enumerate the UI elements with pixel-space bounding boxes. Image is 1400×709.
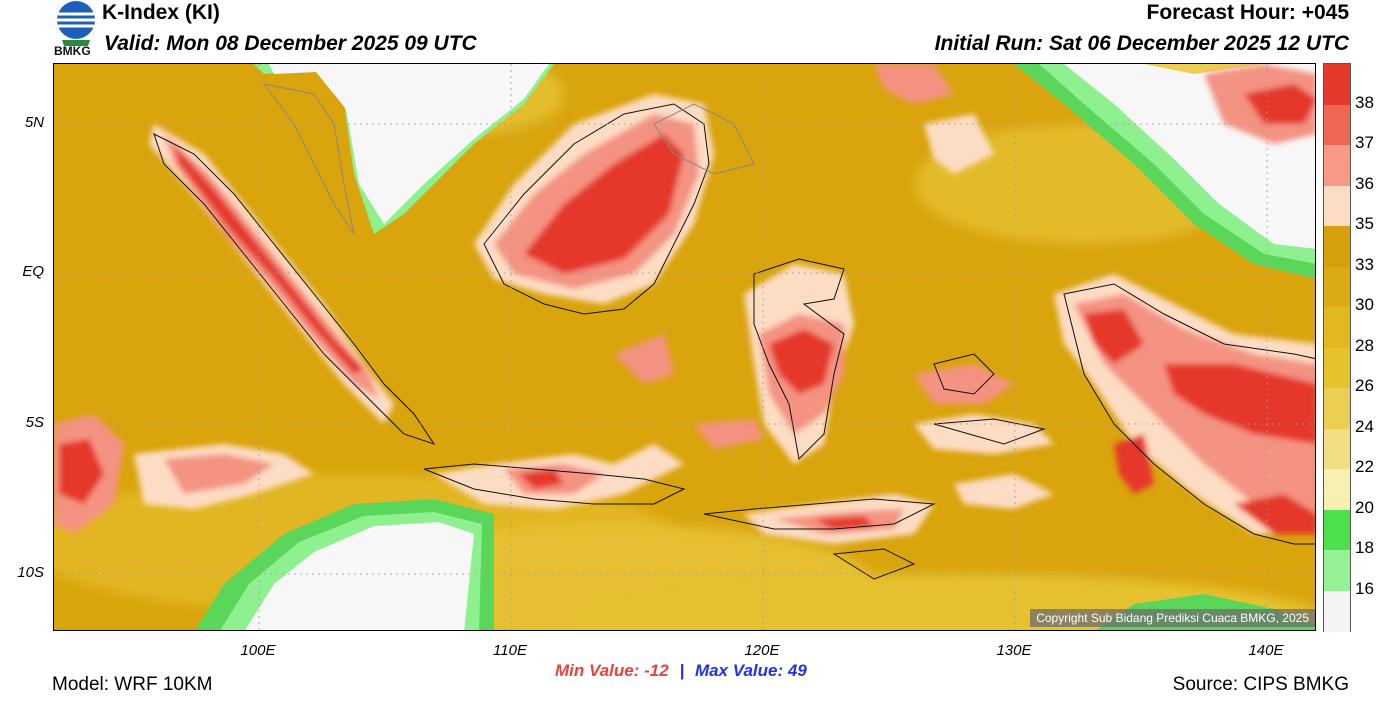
lon-label-130e: 130E xyxy=(996,642,1032,659)
min-value-label: Min Value: xyxy=(555,661,640,680)
lat-label-10s: 10S xyxy=(17,564,44,581)
lon-label-100e: 100E xyxy=(240,642,276,659)
colorbar-segment xyxy=(1324,64,1350,105)
coastlines xyxy=(153,83,1315,580)
lon-label-120e: 120E xyxy=(744,642,780,659)
colorbar-label: 18 xyxy=(1355,538,1374,557)
colorbar-segment xyxy=(1324,347,1350,389)
colorbar-segment xyxy=(1324,388,1350,429)
lon-label-110e: 110E xyxy=(493,642,527,659)
lat-label-5n: 5N xyxy=(24,114,44,131)
colorbar-segment xyxy=(1324,428,1350,470)
colorbar-label: 26 xyxy=(1355,376,1374,395)
colorbar-segment xyxy=(1324,185,1350,227)
map-title: K-Index (KI) xyxy=(102,1,220,24)
bmkg-logo: BMKG xyxy=(52,0,100,60)
colorbar-segment xyxy=(1324,509,1350,551)
colorbar-label: 28 xyxy=(1355,335,1374,355)
colorbar-segment xyxy=(1324,590,1350,632)
colorbar-label: 38 xyxy=(1355,92,1374,112)
colorbar-label: 33 xyxy=(1355,254,1374,274)
k-index-high-areas xyxy=(54,64,1315,544)
data-source: Source: CIPS BMKG xyxy=(1172,674,1349,695)
colorbar-label: 35 xyxy=(1355,214,1374,233)
map-canvas xyxy=(54,64,1315,630)
colorbar-label: 36 xyxy=(1355,173,1374,193)
colorbar-segment xyxy=(1324,307,1350,348)
colorbar-segment xyxy=(1324,469,1350,510)
colorbar-segment xyxy=(1324,226,1350,267)
graticule xyxy=(54,64,1315,630)
colorbar-label: 22 xyxy=(1355,457,1374,476)
colorbar-segment xyxy=(1324,145,1350,186)
lat-label-5s: 5S xyxy=(25,414,44,431)
colorbar-segment xyxy=(1324,550,1350,591)
colorbar-segment xyxy=(1324,104,1350,146)
forecast-hour: Forecast Hour: +045 xyxy=(1146,1,1350,24)
max-value-label: Max Value: xyxy=(694,661,784,680)
map-copyright: Copyright Sub Bidang Prediksi Cuaca BMKG… xyxy=(1030,609,1315,627)
value-stats: Min Value: -12 | Max Value: 49 xyxy=(555,661,807,681)
model-name: Model: WRF 10KM xyxy=(52,674,213,695)
initial-run: Initial Run: Sat 06 December 2025 12 UTC xyxy=(934,32,1349,55)
logo-text: BMKG xyxy=(54,44,91,58)
min-value: -12 xyxy=(644,661,669,680)
colorbar xyxy=(1323,63,1351,632)
colorbar-label: 24 xyxy=(1355,416,1374,436)
max-value: 49 xyxy=(787,661,807,680)
colorbar-label: 30 xyxy=(1355,295,1374,314)
valid-time: Valid: Mon 08 December 2025 09 UTC xyxy=(104,32,477,55)
colorbar-segment xyxy=(1324,266,1350,308)
lat-label-eq: EQ xyxy=(22,263,44,280)
colorbar-label: 16 xyxy=(1355,578,1374,598)
colorbar-label: 20 xyxy=(1355,497,1374,517)
lon-label-140e: 140E xyxy=(1248,642,1284,659)
k-index-map xyxy=(53,63,1316,631)
stats-separator: | xyxy=(679,661,685,680)
colorbar-label: 37 xyxy=(1355,133,1374,152)
